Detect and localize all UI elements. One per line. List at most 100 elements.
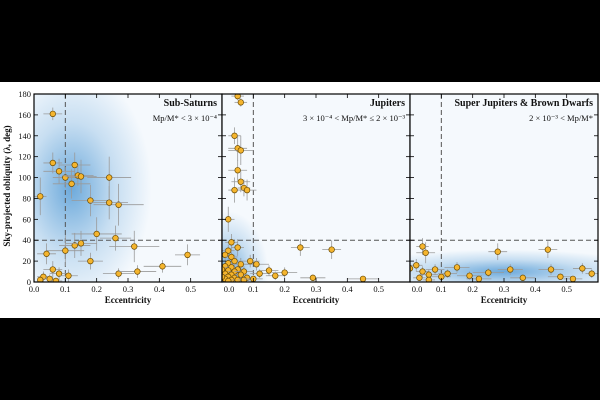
- data-point: [143, 260, 182, 273]
- data-marker: [134, 268, 141, 275]
- x-tick-label: 0.4: [530, 284, 541, 294]
- data-point: [175, 244, 201, 266]
- panel-mass-condition: Mp/M* < 3 × 10⁻⁴: [153, 113, 217, 123]
- x-tick-label: 0.4: [154, 284, 165, 294]
- data-marker: [557, 273, 564, 280]
- data-point: [228, 177, 241, 203]
- obliquity-eccentricity-chart: 0.0 0.1 0.2 0.3 0.4 0.5 Eccentricity 0 20 40 60 80 1…: [2, 89, 599, 305]
- data-marker: [222, 273, 226, 280]
- data-marker: [544, 246, 552, 253]
- data-marker: [485, 269, 492, 276]
- data-marker: [444, 270, 451, 277]
- y-tick-label: 160: [18, 110, 31, 120]
- data-point: [585, 269, 598, 278]
- data-point: [228, 159, 248, 181]
- data-marker: [37, 276, 44, 282]
- x-tick-label: 0.0: [29, 284, 40, 294]
- data-point: [510, 274, 536, 281]
- panel-1: 0.0 0.1 0.2 0.3 0.4 0.5 Eccentricity 0 20 40 60 80 1…: [18, 89, 223, 305]
- data-marker: [77, 173, 85, 180]
- data-point: [49, 267, 69, 280]
- data-marker: [419, 243, 426, 250]
- data-point: [243, 257, 269, 271]
- data-marker: [234, 94, 241, 100]
- data-marker: [37, 193, 44, 200]
- data-point: [37, 276, 44, 282]
- data-point: [222, 206, 235, 232]
- data-point: [59, 232, 91, 258]
- data-marker: [106, 199, 113, 206]
- data-point: [497, 264, 523, 275]
- x-tick-label: 0.2: [467, 284, 478, 294]
- data-point: [65, 159, 97, 194]
- data-marker: [87, 197, 94, 204]
- data-point: [71, 217, 122, 251]
- data-marker: [159, 263, 166, 270]
- data-point: [237, 179, 257, 201]
- data-marker: [234, 244, 241, 251]
- x-tick-label: 0.5: [185, 284, 196, 294]
- y-tick-label: 0: [27, 277, 31, 287]
- x-axis-label: Eccentricity: [293, 295, 340, 305]
- data-point: [43, 152, 63, 174]
- data-marker: [272, 272, 279, 279]
- data-marker: [222, 266, 226, 273]
- data-point: [93, 183, 144, 226]
- data-marker: [247, 257, 254, 265]
- y-tick-label: 80: [23, 193, 32, 203]
- panel-2-plot-area: [222, 94, 410, 282]
- data-marker: [106, 174, 113, 181]
- figure-stage: 0.0 0.1 0.2 0.3 0.4 0.5 Eccentricity 0 20 40 60 80 1…: [0, 82, 600, 318]
- data-point: [322, 240, 342, 260]
- data-marker: [569, 275, 577, 282]
- data-marker: [547, 266, 555, 273]
- x-tick-label: 0.0: [224, 284, 235, 294]
- data-marker: [431, 266, 439, 273]
- data-marker: [115, 270, 122, 277]
- data-marker: [71, 242, 78, 249]
- data-point: [90, 185, 128, 220]
- data-point: [43, 158, 75, 184]
- data-marker: [519, 274, 526, 281]
- x-axis-label: Eccentricity: [105, 295, 152, 305]
- data-marker: [328, 246, 335, 253]
- data-point: [222, 248, 229, 262]
- panel-3: 0.0 0.1 0.2 0.3 0.4 0.5 Eccentricity Super Jupi…: [409, 93, 599, 305]
- x-tick-label: 0.1: [60, 284, 71, 294]
- data-marker: [231, 132, 238, 139]
- data-point: [422, 276, 436, 282]
- data-point: [222, 273, 226, 280]
- x-tick-label: 0.1: [436, 284, 447, 294]
- panel-2: 0.0 0.1 0.2 0.3 0.4 0.5 Eccentricity Jupiters 3 …: [221, 93, 411, 305]
- data-marker: [65, 272, 72, 279]
- data-marker: [237, 178, 244, 185]
- panel-title: Super Jupiters & Brown Dwarfs: [454, 98, 593, 109]
- data-marker: [237, 147, 244, 154]
- data-marker: [62, 247, 69, 254]
- x-tick-label: 0.0: [412, 284, 423, 294]
- y-tick-label: 20: [23, 256, 32, 266]
- data-marker: [419, 268, 426, 275]
- data-marker: [281, 269, 288, 276]
- data-point: [300, 274, 326, 281]
- y-tick-label: 120: [18, 152, 31, 162]
- data-point: [59, 269, 78, 282]
- data-point: [290, 239, 310, 256]
- data-point: [231, 239, 244, 256]
- data-marker: [93, 230, 100, 238]
- data-point: [538, 241, 558, 258]
- data-marker: [115, 201, 122, 208]
- y-axis-label: Sky-projected obliquity (λ, deg): [2, 125, 12, 246]
- data-marker: [237, 99, 244, 106]
- data-marker: [225, 216, 232, 223]
- data-point: [231, 94, 244, 101]
- data-point: [109, 230, 160, 263]
- x-tick-label: 0.5: [373, 284, 384, 294]
- data-point: [488, 243, 508, 261]
- y-tick-label: 100: [18, 173, 31, 183]
- data-point: [538, 264, 564, 275]
- panel-title: Jupiters: [370, 98, 405, 109]
- data-point: [34, 177, 47, 216]
- data-point: [272, 267, 298, 278]
- data-point: [438, 269, 457, 278]
